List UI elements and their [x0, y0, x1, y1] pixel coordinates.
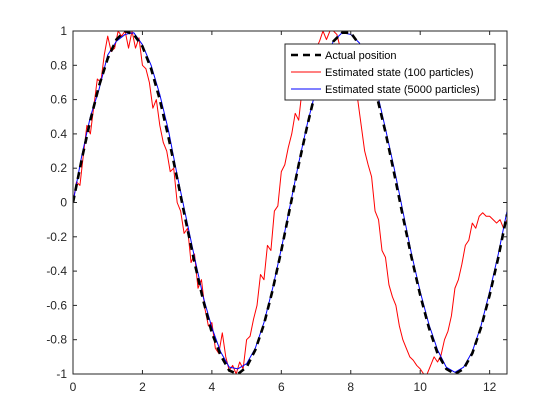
legend-label-3: Estimated state (5000 particles): [325, 84, 480, 96]
x-axis-ticks: 0 2 4 6 8 10 12: [70, 31, 497, 394]
x-tick-label: 4: [209, 380, 216, 394]
y-tick-label: -0.6: [46, 298, 67, 312]
y-axis-ticks: -1 -0.8 -0.6 -0.4 -0.2 0 0.2 0.4 0.6 0.8 1: [46, 24, 507, 381]
series-line-2: [73, 31, 507, 374]
x-tick-label: 2: [139, 380, 146, 394]
x-tick-label: 6: [278, 380, 285, 394]
legend-label-2: Estimated state (100 particles): [325, 67, 474, 79]
legend: Actual position Estimated state (100 part…: [284, 43, 496, 101]
y-tick-label: 0.6: [50, 93, 67, 107]
x-tick-label: 10: [414, 380, 428, 394]
y-tick-label: -1: [56, 367, 67, 381]
legend-label-1: Actual position: [325, 50, 397, 62]
x-tick-label: 0: [70, 380, 77, 394]
y-tick-label: 0.4: [50, 127, 67, 141]
y-tick-label: 0: [60, 196, 67, 210]
x-tick-label: 12: [483, 380, 497, 394]
y-tick-label: 0.2: [50, 161, 67, 175]
y-tick-label: -0.2: [46, 230, 67, 244]
y-tick-label: -0.4: [46, 264, 67, 278]
series-layer: [73, 31, 507, 374]
y-tick-label: 0.8: [50, 58, 67, 72]
y-tick-label: -0.8: [46, 333, 67, 347]
x-tick-label: 8: [347, 380, 354, 394]
y-tick-label: 1: [60, 24, 67, 38]
